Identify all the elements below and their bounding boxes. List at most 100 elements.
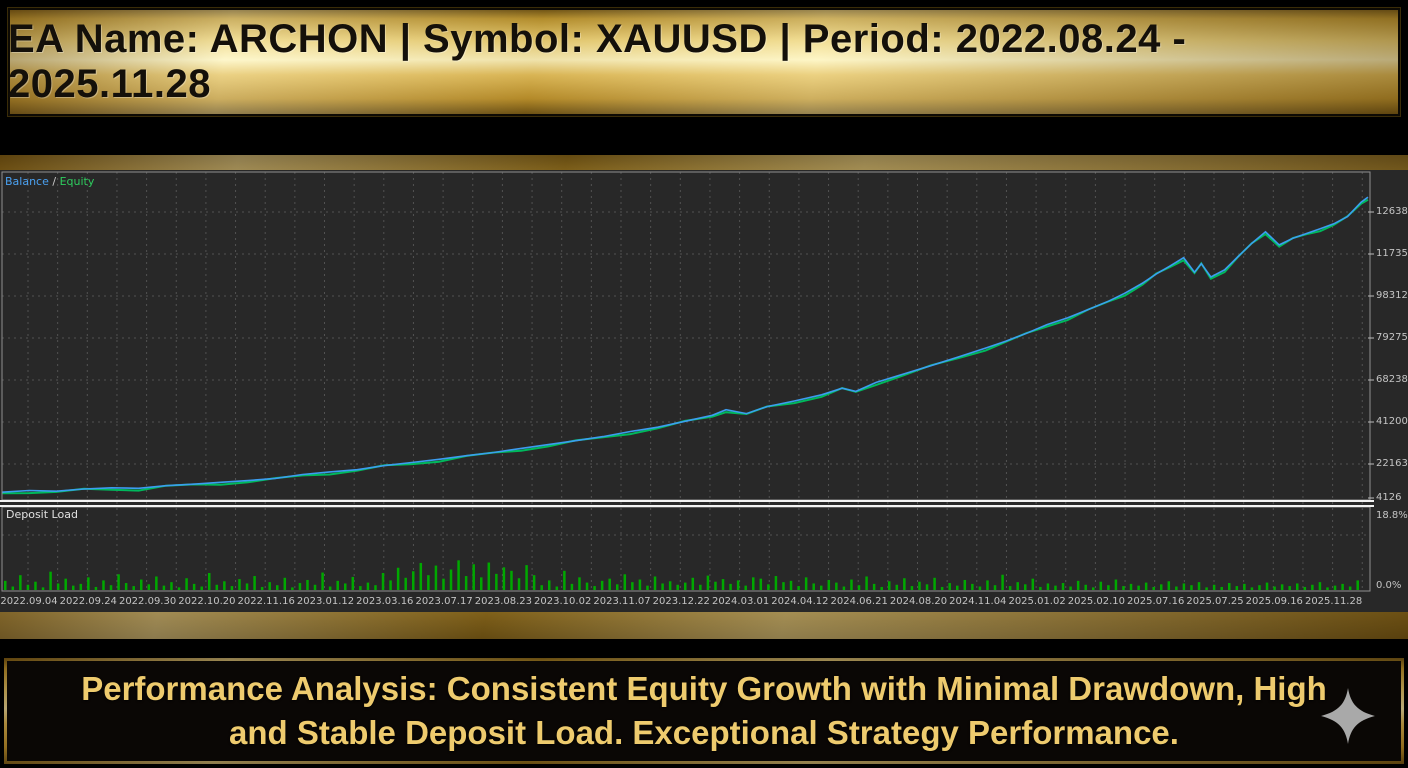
deposit-load-bar — [699, 584, 702, 590]
y-axis-label: 126387 — [1376, 206, 1408, 217]
deposit-load-bar — [1122, 586, 1125, 590]
deposit-load-bar — [1303, 586, 1307, 590]
x-axis-label: 2023.07.17 — [415, 596, 473, 607]
legend-equity-label: Equity — [59, 175, 95, 188]
deposit-axis-label: 18.8% — [1376, 510, 1408, 521]
deposit-load-bar — [774, 576, 778, 590]
deposit-load-bar — [1318, 582, 1322, 590]
deposit-load-bar — [344, 583, 347, 590]
deposit-load-bar — [1250, 587, 1254, 590]
analysis-text-line2: and Stable Deposit Load. Exceptional Str… — [229, 714, 1179, 751]
deposit-load-bar — [1001, 574, 1004, 590]
report-title: EA Name: ARCHON | Symbol: XAUUSD | Perio… — [8, 17, 1187, 106]
y-axis-label: 98312 — [1376, 290, 1408, 301]
deposit-load-bar — [359, 586, 362, 590]
deposit-load-bar — [812, 583, 815, 590]
deposit-load-bar — [223, 581, 226, 590]
deposit-load-bar — [646, 585, 649, 590]
deposit-axis-label: 0.0% — [1376, 580, 1402, 591]
x-axis-label: 2023.01.12 — [296, 596, 355, 607]
deposit-load-bar — [880, 586, 883, 590]
deposit-load-bar — [1084, 584, 1087, 590]
deposit-load-bar — [1137, 585, 1140, 590]
deposit-load-bar — [676, 584, 679, 590]
deposit-load-bar — [850, 579, 853, 590]
deposit-load-bar — [616, 584, 619, 590]
deposit-load-bar — [865, 576, 868, 590]
x-axis-label: 2022.11.16 — [237, 596, 295, 607]
deposit-load-bar — [487, 562, 491, 590]
legend-balance-label: Balance — [5, 175, 49, 188]
x-axis-label: 2025.02.10 — [1067, 596, 1126, 607]
deposit-load-bar — [842, 586, 846, 590]
deposit-load-bar — [230, 586, 234, 590]
deposit-load-bar — [276, 585, 279, 590]
deposit-load-bar — [140, 579, 143, 590]
deposit-load-bar — [789, 580, 793, 590]
deposit-load-bar — [155, 576, 158, 590]
deposit-load-bar — [797, 586, 800, 590]
x-axis-label: 2023.10.02 — [534, 596, 592, 607]
deposit-load-bar — [328, 586, 332, 590]
deposit-load-bar — [684, 582, 687, 590]
deposit-load-bar — [1092, 587, 1095, 590]
deposit-load-bar — [1228, 583, 1231, 590]
deposit-load-bar — [759, 578, 763, 590]
deposit-load-bar — [1212, 584, 1216, 590]
deposit-panel-frame — [1, 506, 1371, 592]
deposit-load-bar — [1167, 581, 1171, 590]
chart-canvas[interactable] — [0, 170, 1408, 612]
deposit-load-bar — [895, 584, 899, 590]
x-axis-label: 2025.11.28 — [1304, 596, 1363, 607]
deposit-load-bar — [532, 575, 536, 590]
deposit-load-bar — [1175, 586, 1178, 590]
sparkle-icon — [1321, 688, 1375, 744]
x-axis-label: 2025.07.25 — [1186, 596, 1244, 607]
deposit-load-bar — [668, 581, 672, 590]
deposit-load-bar — [910, 586, 914, 590]
deposit-load-bar — [888, 581, 891, 590]
deposit-load-bar — [1160, 584, 1163, 590]
deposit-load-bar — [918, 581, 921, 590]
deposit-load-bar — [1356, 580, 1359, 590]
deposit-load-bar — [540, 585, 543, 590]
analysis-text-line1: Performance Analysis: Consistent Equity … — [81, 670, 1327, 707]
deposit-load-bar — [548, 580, 551, 590]
deposit-load-bar — [245, 583, 249, 590]
y-axis-label: 4126 — [1376, 492, 1402, 503]
deposit-load-bar — [767, 584, 770, 590]
deposit-load-bar — [404, 577, 407, 590]
deposit-load-bar — [268, 582, 271, 590]
deposit-load-bar — [34, 581, 37, 590]
analysis-panel: Performance Analysis: Consistent Equity … — [7, 661, 1401, 761]
deposit-load-bar — [978, 586, 982, 590]
deposit-load-bar — [752, 577, 755, 590]
deposit-load-bar — [1333, 585, 1337, 590]
deposit-load-bar — [653, 576, 657, 590]
deposit-load-bar — [1258, 585, 1261, 590]
deposit-load-bar — [971, 583, 974, 590]
deposit-load-bar — [933, 577, 936, 590]
deposit-load-bar — [804, 577, 808, 590]
backtest-chart[interactable]: Balance / Equity Deposit Load 126387 1173… — [0, 170, 1408, 612]
deposit-load-bar — [1265, 582, 1269, 590]
deposit-load-bar — [782, 582, 785, 590]
deposit-load-bar — [820, 585, 823, 590]
top-banner: EA Name: ARCHON | Symbol: XAUUSD | Perio… — [7, 7, 1401, 117]
deposit-load-bar — [993, 585, 997, 590]
deposit-load-bar — [1061, 583, 1065, 590]
chart-legend: Balance / Equity — [5, 175, 94, 188]
x-axis-label: 2022.09.30 — [118, 596, 177, 607]
deposit-load-bar — [162, 585, 166, 590]
deposit-load-bar — [215, 584, 219, 590]
deposit-load-bar — [1205, 587, 1208, 590]
deposit-load-bar — [56, 583, 60, 590]
deposit-load-bar — [631, 582, 634, 590]
deposit-load-bar — [729, 583, 732, 590]
deposit-load-bar — [835, 582, 838, 590]
deposit-load-bar — [41, 587, 45, 590]
x-axis-label: 2024.06.21 — [830, 596, 888, 607]
deposit-load-bar — [1054, 585, 1057, 590]
deposit-load-bar — [1144, 582, 1148, 590]
deposit-load-bar — [147, 584, 151, 590]
